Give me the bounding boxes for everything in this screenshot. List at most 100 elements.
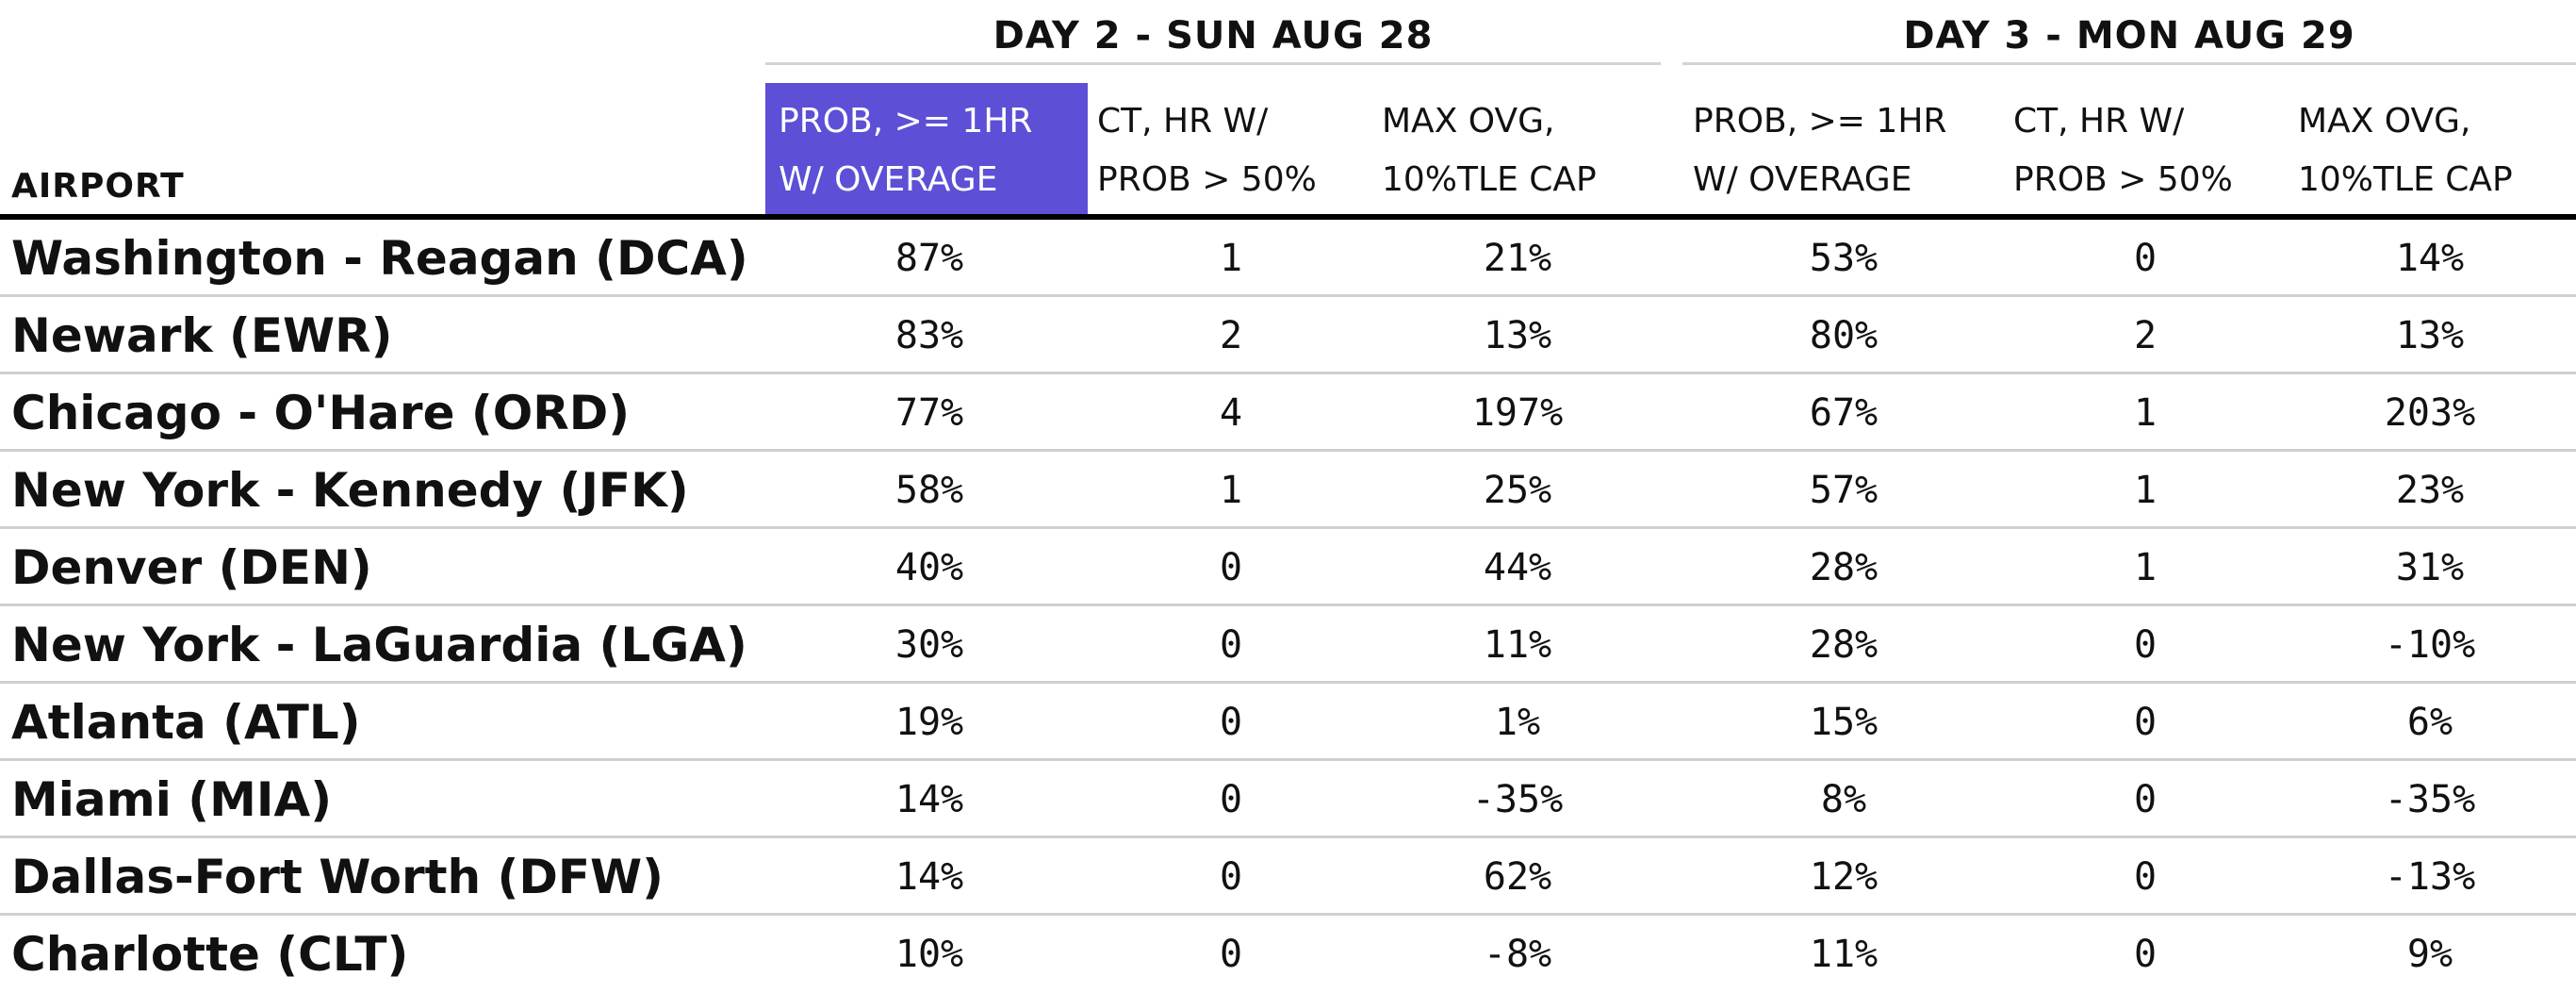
airport-name: New York - Kennedy (JFK) [11, 463, 689, 518]
day3-group-rule [1682, 62, 2576, 65]
day3-prob-column-header: PROB, >= 1HR W/ OVERAGE [1680, 83, 2002, 215]
day3-max-cell: -13% [2384, 855, 2476, 899]
day3-prob-cell: 28% [1809, 623, 1879, 667]
day3-max-column-header: MAX OVG, 10%TLE CAP [2285, 83, 2576, 215]
airport-name: Denver (DEN) [11, 540, 372, 595]
day3-prob-cell: 12% [1809, 855, 1879, 899]
day3-ct-header-line2: PROB > 50% [2013, 160, 2233, 199]
day2-prob-cell: 58% [894, 469, 964, 512]
day2-max-cell: 62% [1483, 855, 1552, 899]
day3-max-header-line2: 10%TLE CAP [2298, 160, 2513, 199]
table-row: Chicago - O'Hare (ORD) 77% 4 197% 67% 1 … [0, 374, 2576, 452]
day2-max-header-line1: MAX OVG, [1382, 102, 1555, 141]
airport-name: New York - LaGuardia (LGA) [11, 618, 747, 672]
day3-prob-cell: 67% [1809, 391, 1879, 435]
day2-max-cell: 21% [1483, 237, 1552, 280]
day3-prob-header-line1: PROB, >= 1HR [1693, 102, 1947, 141]
day2-max-cell: -8% [1483, 933, 1552, 976]
day3-ct-cell: 1 [2133, 469, 2158, 512]
day3-max-cell: 14% [2395, 237, 2465, 280]
day2-group-rule [765, 62, 1661, 65]
day2-ct-cell: 1 [1219, 469, 1243, 512]
day3-ct-column-header: CT, HR W/ PROB > 50% [2000, 83, 2283, 215]
day2-ct-cell: 0 [1219, 701, 1243, 744]
day3-ct-cell: 2 [2133, 314, 2158, 357]
day2-max-cell: 197% [1471, 391, 1564, 435]
day3-max-cell: 6% [2406, 701, 2453, 744]
day2-max-cell: -35% [1471, 778, 1564, 821]
day3-max-cell: 9% [2406, 933, 2453, 976]
airport-name: Dallas-Fort Worth (DFW) [11, 850, 665, 904]
airport-name: Chicago - O'Hare (ORD) [11, 386, 631, 440]
table-row: Atlanta (ATL) 19% 0 1% 15% 0 6% [0, 684, 2576, 761]
table-row: Miami (MIA) 14% 0 -35% 8% 0 -35% [0, 761, 2576, 838]
day3-prob-cell: 15% [1809, 701, 1879, 744]
day2-max-cell: 13% [1483, 314, 1552, 357]
day2-prob-cell: 77% [894, 391, 964, 435]
airport-name: Newark (EWR) [11, 308, 393, 363]
day2-prob-cell: 14% [894, 778, 964, 821]
day3-max-cell: -10% [2384, 623, 2476, 667]
day2-ct-cell: 4 [1219, 391, 1243, 435]
day3-prob-cell: 53% [1809, 237, 1879, 280]
day3-ct-cell: 1 [2133, 546, 2158, 589]
day2-max-cell: 1% [1494, 701, 1541, 744]
day3-ct-header-line1: CT, HR W/ [2013, 102, 2185, 141]
day3-ct-cell: 0 [2133, 778, 2158, 821]
day2-ct-column-header: CT, HR W/ PROB > 50% [1084, 83, 1367, 215]
day3-ct-cell: 0 [2133, 933, 2158, 976]
day3-ct-cell: 1 [2133, 391, 2158, 435]
day3-prob-cell: 57% [1809, 469, 1879, 512]
table-row: Charlotte (CLT) 10% 0 -8% 11% 0 9% [0, 916, 2576, 990]
day2-ct-header-line1: CT, HR W/ [1097, 102, 1269, 141]
day2-group-header: DAY 2 - SUN AUG 28 [993, 14, 1434, 58]
airport-name: Atlanta (ATL) [11, 695, 361, 750]
day3-max-cell: 13% [2395, 314, 2465, 357]
airport-name: Miami (MIA) [11, 772, 333, 827]
day3-max-cell: 31% [2395, 546, 2465, 589]
day2-prob-header-line1: PROB, >= 1HR [779, 102, 1033, 141]
day2-prob-cell: 40% [894, 546, 964, 589]
day2-ct-cell: 1 [1219, 237, 1243, 280]
table-row: New York - LaGuardia (LGA) 30% 0 11% 28%… [0, 606, 2576, 684]
table-row: Denver (DEN) 40% 0 44% 28% 1 31% [0, 529, 2576, 606]
day3-prob-cell: 11% [1809, 933, 1879, 976]
day2-max-header-line2: 10%TLE CAP [1382, 160, 1597, 199]
day2-prob-cell: 30% [894, 623, 964, 667]
day3-ct-cell: 0 [2133, 237, 2158, 280]
table-row: New York - Kennedy (JFK) 58% 1 25% 57% 1… [0, 452, 2576, 529]
day2-ct-header-line2: PROB > 50% [1097, 160, 1317, 199]
day3-prob-header-line2: W/ OVERAGE [1693, 160, 1912, 199]
day3-ct-cell: 0 [2133, 701, 2158, 744]
day3-max-cell: 203% [2384, 391, 2476, 435]
day2-prob-header-line2: W/ OVERAGE [779, 160, 998, 199]
day3-max-cell: 23% [2395, 469, 2465, 512]
day3-ct-cell: 0 [2133, 855, 2158, 899]
day2-ct-cell: 0 [1219, 778, 1243, 821]
day2-ct-cell: 0 [1219, 933, 1243, 976]
day3-ct-cell: 0 [2133, 623, 2158, 667]
day2-max-cell: 25% [1483, 469, 1552, 512]
day3-prob-cell: 80% [1809, 314, 1879, 357]
day2-max-column-header: MAX OVG, 10%TLE CAP [1369, 83, 1670, 215]
day2-max-cell: 44% [1483, 546, 1552, 589]
day2-ct-cell: 2 [1219, 314, 1243, 357]
airport-name: Washington - Reagan (DCA) [11, 231, 748, 286]
table-body: Washington - Reagan (DCA) 87% 1 21% 53% … [0, 220, 2576, 990]
day2-prob-cell: 10% [894, 933, 964, 976]
day2-prob-cell: 19% [894, 701, 964, 744]
table-row: Newark (EWR) 83% 2 13% 80% 2 13% [0, 297, 2576, 374]
day2-prob-column-header: PROB, >= 1HR W/ OVERAGE [765, 83, 1088, 215]
airport-name: Charlotte (CLT) [11, 927, 409, 982]
airport-column-header: AIRPORT [11, 167, 185, 206]
day2-prob-cell: 87% [894, 237, 964, 280]
day2-ct-cell: 0 [1219, 623, 1243, 667]
day2-prob-cell: 83% [894, 314, 964, 357]
day2-prob-cell: 14% [894, 855, 964, 899]
day2-ct-cell: 0 [1219, 546, 1243, 589]
day2-ct-cell: 0 [1219, 855, 1243, 899]
day2-max-cell: 11% [1483, 623, 1552, 667]
day3-prob-cell: 28% [1809, 546, 1879, 589]
day3-max-header-line1: MAX OVG, [2298, 102, 2471, 141]
header-rule [0, 214, 2576, 220]
